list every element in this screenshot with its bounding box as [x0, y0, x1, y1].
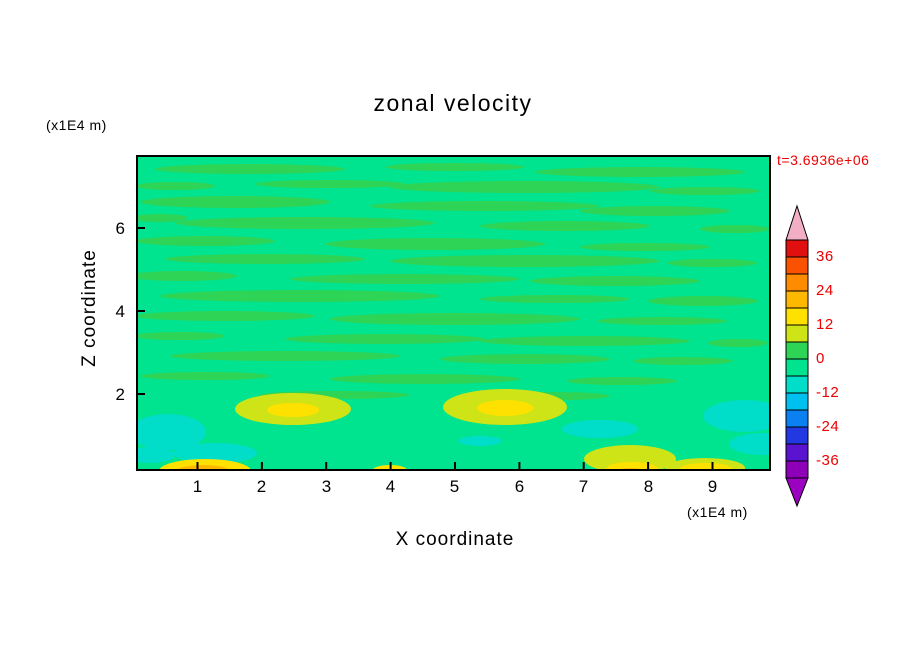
colorbar-segment	[785, 443, 809, 462]
cyan-patch-group	[137, 400, 770, 463]
chart-title: zonal velocity	[373, 90, 533, 116]
x-tick-label: 5	[449, 477, 460, 496]
colorbar-over-arrow	[785, 204, 809, 241]
colorbar-segment	[785, 307, 809, 326]
colorbar	[785, 204, 809, 508]
colorbar-label: 0	[816, 350, 825, 367]
x-tick-label: 2	[256, 477, 267, 496]
colorbar-label: -36	[816, 452, 840, 469]
colorbar-label: 36	[816, 248, 834, 265]
y-tick-label: 4	[115, 302, 125, 321]
colorbar-segment	[785, 358, 809, 377]
x-axis-label: X coordinate	[395, 529, 515, 550]
colorbar-segment	[785, 409, 809, 428]
colorbar-segment	[785, 392, 809, 411]
y-axis-unit: (x1E4 m)	[46, 117, 107, 133]
colorbar-segment	[785, 460, 809, 479]
colorbar-label: 12	[816, 316, 834, 333]
colorbar-segment	[785, 256, 809, 275]
colorbar-segment	[785, 375, 809, 394]
y-axis-tick-marks	[137, 227, 145, 395]
x-axis-unit: (x1E4 m)	[687, 504, 748, 520]
colorbar-segment	[785, 290, 809, 309]
colorbar-label: 24	[816, 282, 834, 299]
colorbar-segment	[785, 273, 809, 292]
colorbar-segment	[785, 426, 809, 445]
x-tick-label: 3	[321, 477, 332, 496]
x-tick-label: 7	[578, 477, 589, 496]
colorbar-label: -12	[816, 384, 840, 401]
x-tick-label: 9	[707, 477, 718, 496]
x-tick-label: 6	[514, 477, 525, 496]
colorbar-label: -24	[816, 418, 840, 435]
x-tick-label: 8	[643, 477, 654, 496]
colorbar-segment	[785, 324, 809, 343]
plot-frame	[136, 155, 771, 471]
y-tick-label: 2	[115, 385, 125, 404]
x-tick-label: 1	[192, 477, 203, 496]
x-axis-tick-marks	[196, 462, 714, 470]
colorbar-segment	[785, 341, 809, 360]
y-tick-label: 6	[115, 219, 125, 238]
contour-field	[137, 156, 770, 470]
x-tick-label: 4	[385, 477, 396, 496]
colorbar-under-arrow	[785, 477, 809, 508]
colorbar-segment	[785, 239, 809, 258]
streak-band-group	[137, 163, 770, 400]
time-annotation: t=3.6936e+06	[777, 152, 870, 168]
